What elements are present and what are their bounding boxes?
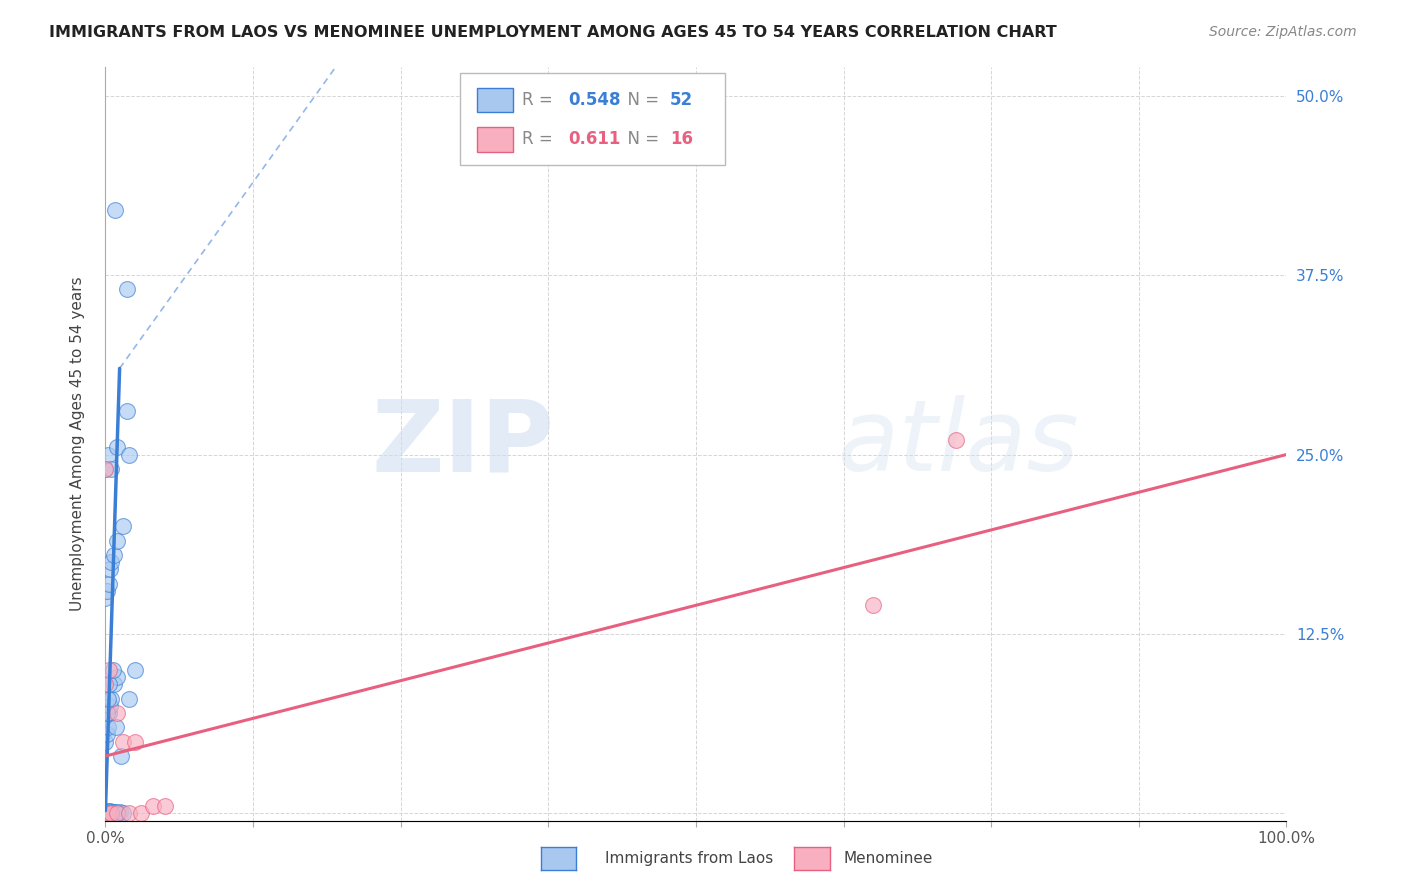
Point (103, 677, 125, 691)
Point (98, 805, 121, 819)
Point (98, 562, 121, 576)
Text: R =: R = (523, 91, 558, 109)
Point (112, 734, 135, 748)
Point (94, 462, 117, 476)
Point (105, 533, 128, 548)
Point (112, 806, 135, 821)
Point (94, 806, 117, 821)
Bar (478, 128, 513, 152)
Point (94, 805, 117, 819)
Point (97, 448, 120, 462)
Point (105, 805, 128, 819)
Y-axis label: Unemployment Among Ages 45 to 54 years: Unemployment Among Ages 45 to 54 years (70, 277, 84, 611)
Point (101, 663, 124, 677)
Point (98, 663, 121, 677)
Point (98, 806, 121, 821)
Point (96, 805, 118, 819)
Point (100, 555, 122, 569)
Text: N =: N = (617, 130, 664, 148)
Text: atlas: atlas (838, 395, 1080, 492)
Point (94, 462, 117, 476)
Point (118, 691, 141, 706)
Point (101, 806, 124, 821)
Point (100, 805, 122, 819)
Point (105, 706, 128, 720)
Point (100, 806, 122, 821)
Point (129, 806, 152, 821)
Text: N =: N = (617, 91, 664, 109)
Text: Menominee: Menominee (844, 851, 934, 865)
Point (96, 706, 118, 720)
Point (97, 806, 120, 821)
Point (108, 805, 131, 819)
Point (110, 749, 132, 764)
Point (105, 806, 128, 821)
Point (105, 441, 128, 455)
Text: 0.611: 0.611 (568, 130, 621, 148)
Point (97, 720, 120, 734)
Point (118, 448, 141, 462)
Point (94, 591, 117, 606)
Point (98, 576, 121, 591)
Point (118, 806, 141, 821)
Point (105, 670, 128, 684)
Point (97, 691, 120, 706)
Point (945, 433, 967, 447)
Point (96, 583, 118, 598)
Bar (478, 87, 513, 112)
Text: ZIP: ZIP (371, 395, 554, 492)
Text: Immigrants from Laos: Immigrants from Laos (605, 851, 773, 865)
Point (98, 804, 121, 818)
Text: 0.548: 0.548 (568, 91, 621, 109)
Point (124, 734, 146, 748)
Point (100, 806, 122, 821)
Point (97, 806, 120, 821)
Text: IMMIGRANTS FROM LAOS VS MENOMINEE UNEMPLOYMENT AMONG AGES 45 TO 54 YEARS CORRELA: IMMIGRANTS FROM LAOS VS MENOMINEE UNEMPL… (49, 25, 1057, 40)
Point (98, 677, 121, 691)
Point (862, 599, 884, 613)
FancyBboxPatch shape (460, 73, 725, 165)
Point (96, 727, 118, 741)
Point (97, 804, 120, 818)
Point (105, 806, 128, 821)
Point (115, 282, 138, 296)
Point (100, 691, 122, 706)
Point (115, 404, 138, 418)
Point (153, 799, 176, 814)
Point (94, 806, 117, 821)
Point (124, 663, 146, 677)
Point (94, 734, 117, 748)
Text: 52: 52 (671, 91, 693, 109)
Point (94, 677, 117, 691)
Point (107, 806, 129, 821)
Point (103, 548, 125, 562)
Point (96, 806, 118, 821)
Point (104, 806, 127, 821)
Point (103, 805, 125, 819)
Point (112, 519, 135, 533)
Text: Source: ZipAtlas.com: Source: ZipAtlas.com (1209, 25, 1357, 39)
Point (142, 799, 165, 814)
Point (105, 720, 128, 734)
Point (100, 462, 122, 476)
Point (98, 806, 121, 821)
Point (98, 706, 121, 720)
Point (104, 203, 127, 218)
Text: 16: 16 (671, 130, 693, 148)
Text: R =: R = (523, 130, 564, 148)
Point (98, 698, 121, 713)
